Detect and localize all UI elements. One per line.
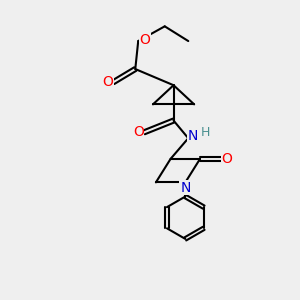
Text: H: H [201, 126, 210, 140]
Text: O: O [103, 75, 113, 89]
Text: N: N [180, 181, 190, 195]
Text: O: O [222, 152, 232, 166]
Text: O: O [133, 125, 144, 139]
Text: O: O [139, 33, 150, 46]
Text: N: N [188, 129, 198, 143]
